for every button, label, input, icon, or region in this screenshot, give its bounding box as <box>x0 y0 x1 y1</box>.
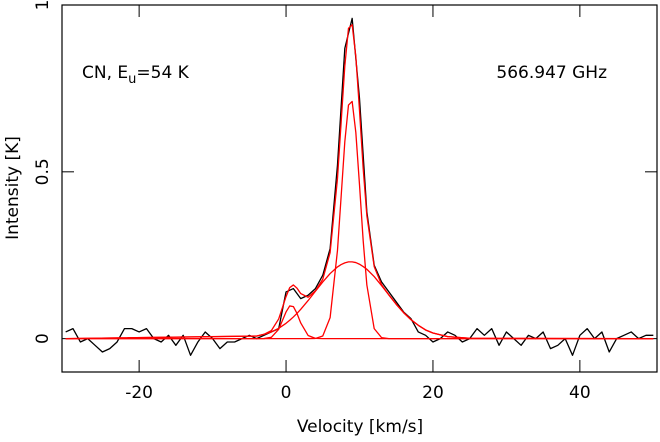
fit-line <box>65 100 654 340</box>
annotation: 566.947 GHz <box>496 63 607 83</box>
annotation-text: CN, E <box>82 63 128 83</box>
fit-line <box>65 305 654 340</box>
x-axis-label: Velocity [km/s] <box>297 417 423 437</box>
y-axis-label: Intensity [K] <box>3 136 23 240</box>
x-tick-label: 0 <box>281 383 292 403</box>
y-tick-label: 0 <box>33 333 53 344</box>
annotation: CN, Eu=54 K <box>82 63 190 87</box>
annotation-subscript: u <box>128 72 136 87</box>
spectrum-line <box>65 17 654 356</box>
fit-line <box>65 261 654 340</box>
annotation-text: =54 K <box>136 63 189 83</box>
y-tick-label: 1 <box>33 0 53 10</box>
x-tick-label: 40 <box>569 383 591 403</box>
y-tick-label: 0.5 <box>33 158 53 185</box>
x-tick-label: -20 <box>125 383 153 403</box>
plot-frame <box>61 4 658 373</box>
x-tick-label: 20 <box>422 383 444 403</box>
